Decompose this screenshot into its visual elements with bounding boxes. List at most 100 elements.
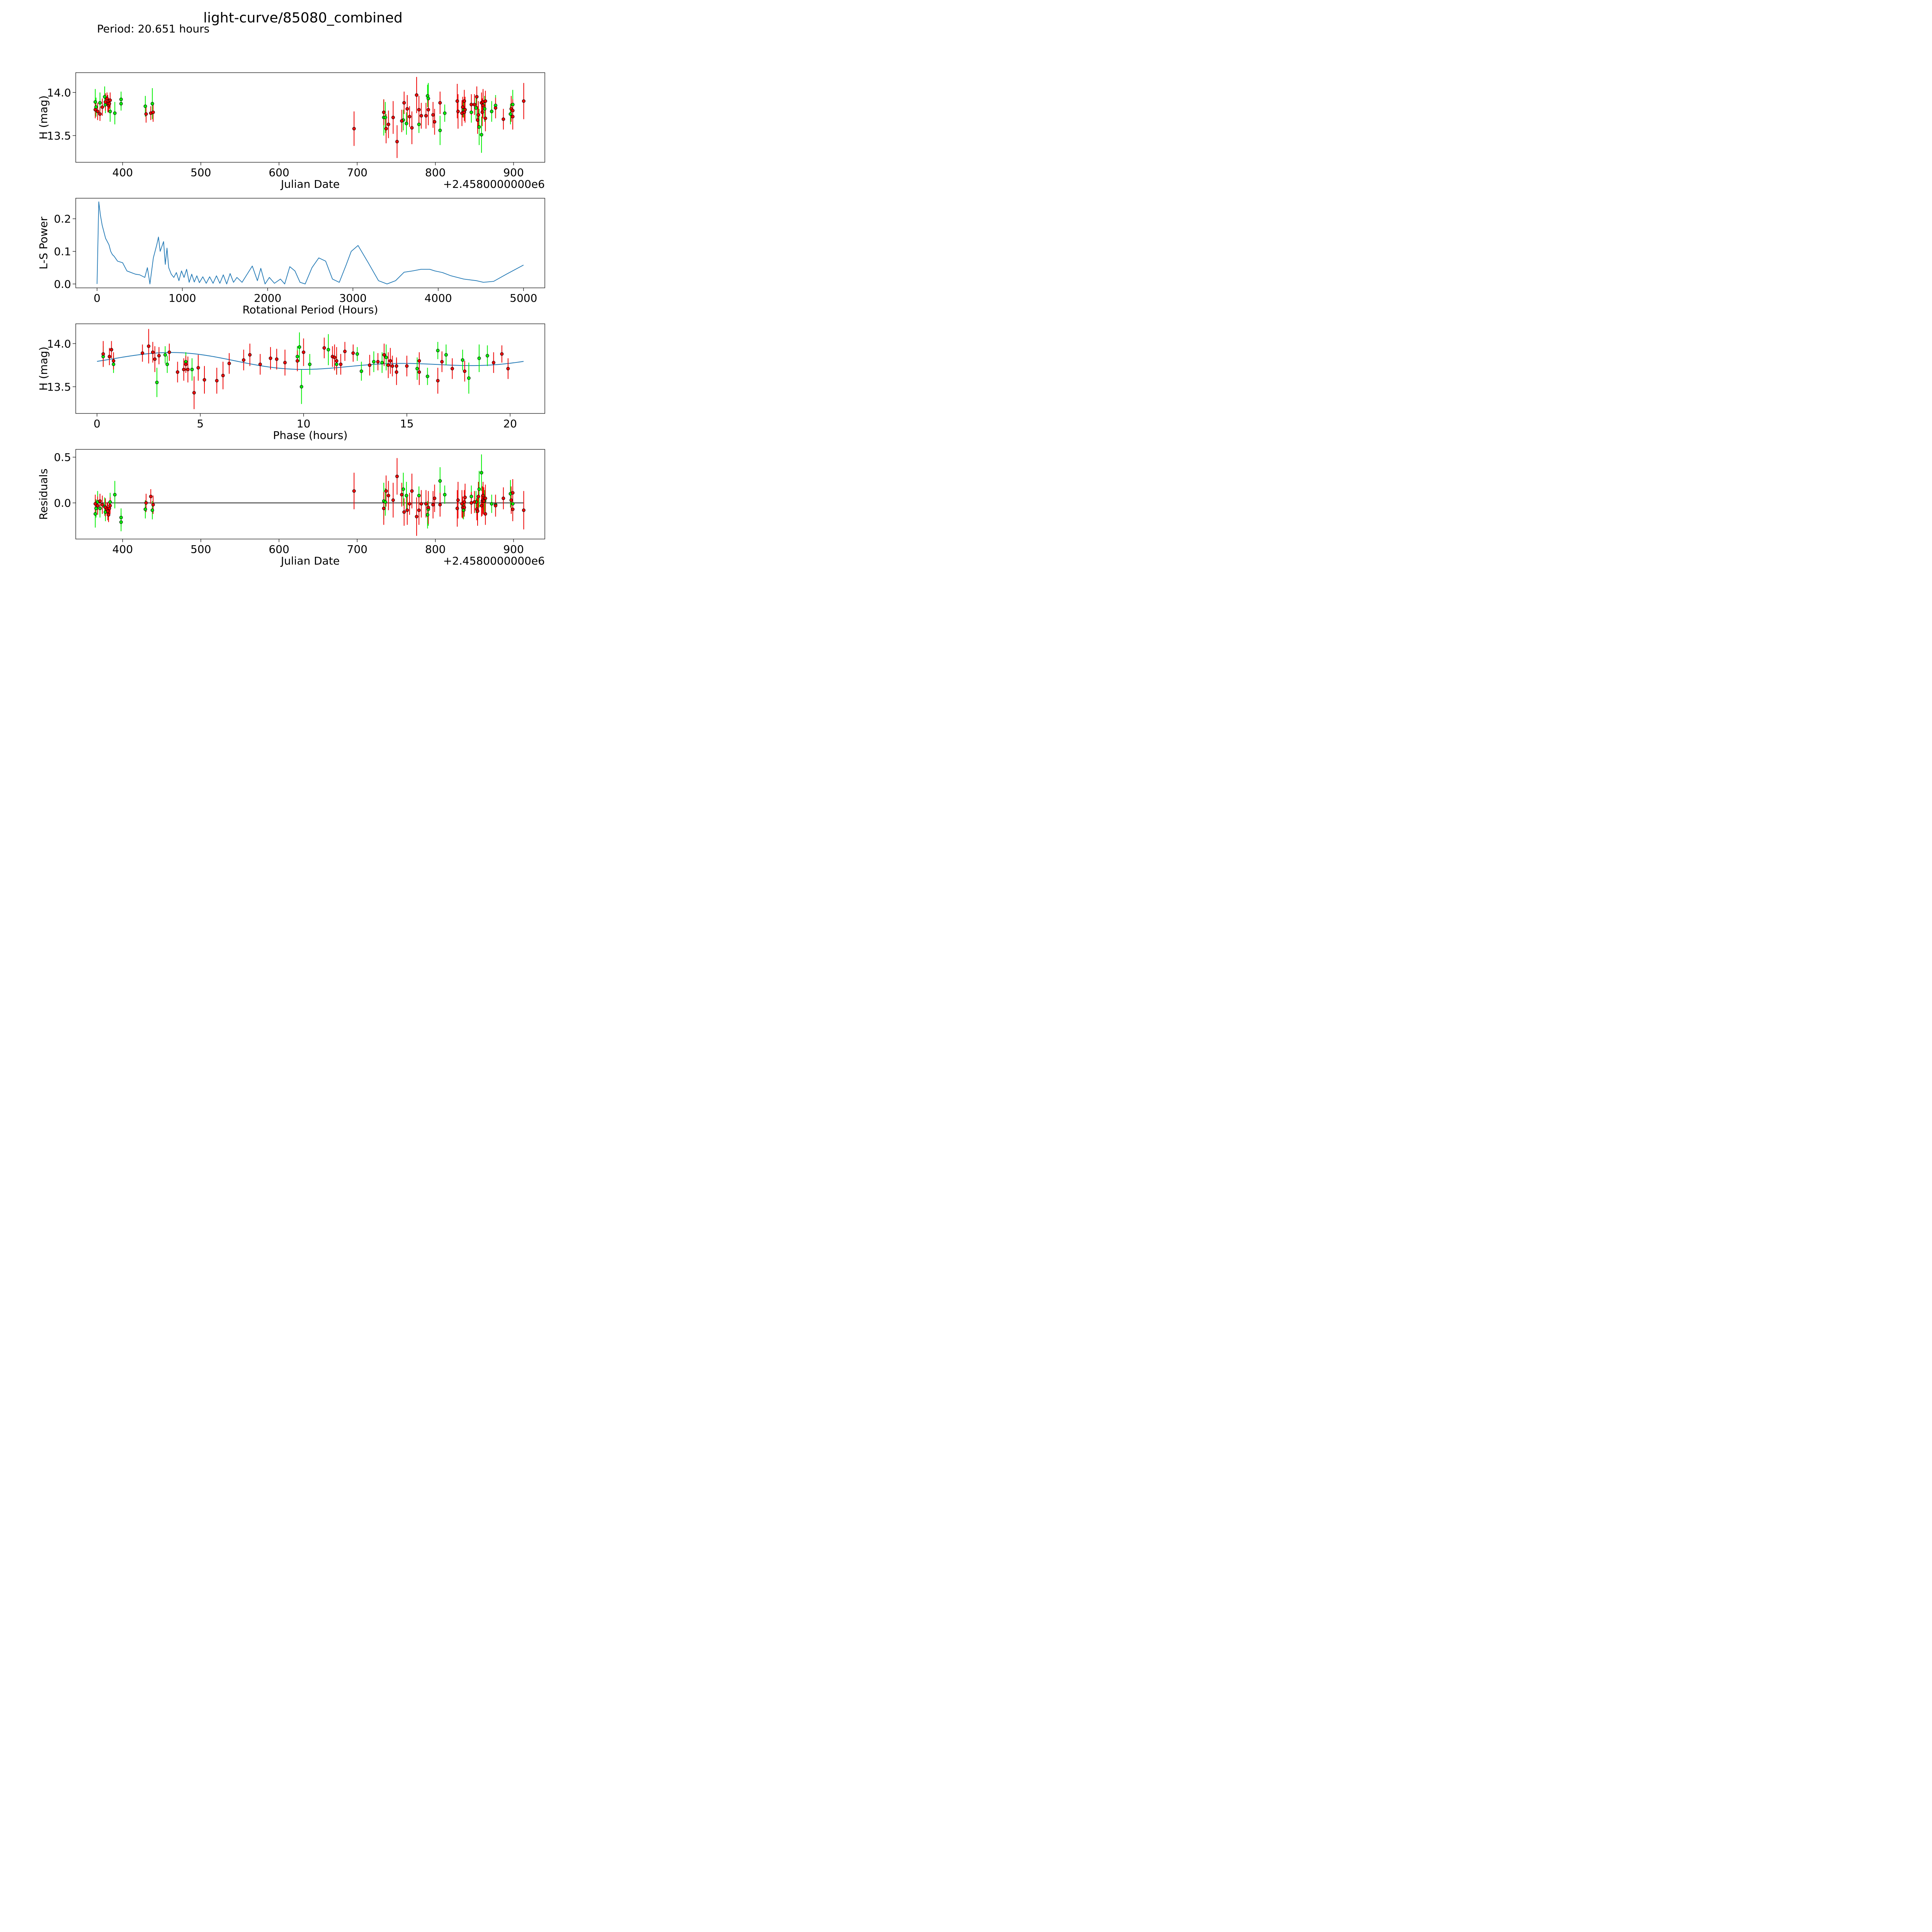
red-data-point	[405, 364, 409, 368]
green-data-point	[405, 494, 408, 498]
green-data-point	[461, 358, 464, 362]
green-data-point	[444, 353, 448, 357]
red-data-point	[494, 106, 498, 110]
periodogram-panel: 0 1000 2000 3000 4000 5000 0.0 0.1 0.2 Rotational…	[37, 198, 545, 316]
plot-frame	[75, 323, 545, 414]
figure-subtitle: Period: 20.651 hours	[97, 22, 209, 35]
green-data-point	[119, 102, 123, 105]
x-tick-label: 1000	[168, 292, 196, 304]
green-data-point	[511, 103, 515, 107]
red-data-point	[151, 111, 155, 114]
green-data-point	[467, 376, 471, 380]
red-data-point	[258, 362, 262, 366]
red-data-point	[424, 502, 428, 506]
red-data-point	[402, 101, 406, 105]
red-data-point	[476, 113, 480, 117]
green-data-point	[113, 111, 117, 115]
green-data-point	[119, 97, 123, 101]
red-data-point	[108, 98, 112, 102]
red-data-point	[436, 379, 440, 383]
x-tick-label: 0	[94, 292, 100, 304]
red-data-point	[502, 117, 505, 121]
red-data-point	[339, 362, 343, 366]
plot-area	[97, 201, 524, 284]
green-data-point	[477, 487, 481, 491]
red-data-point	[149, 495, 153, 498]
red-data-point	[522, 99, 526, 103]
red-data-point	[386, 122, 390, 126]
y-tick-label: 0.5	[54, 451, 71, 464]
x-tick-label: 900	[503, 543, 524, 556]
green-data-point	[469, 495, 473, 498]
red-data-point	[483, 116, 487, 120]
red-data-point	[483, 497, 487, 500]
y-tick-label: 0.1	[54, 245, 71, 258]
red-data-point	[101, 352, 105, 356]
red-data-point	[151, 503, 155, 507]
red-data-point	[100, 105, 104, 109]
red-data-point	[104, 100, 107, 104]
plot-area	[94, 77, 526, 158]
red-data-point	[343, 349, 347, 353]
green-data-point	[103, 95, 107, 99]
x-tick-label: 700	[347, 543, 367, 556]
green-data-point	[372, 360, 376, 364]
red-data-point	[476, 495, 480, 498]
red-data-point	[395, 370, 398, 374]
green-data-point	[308, 362, 312, 366]
red-data-point	[502, 497, 505, 500]
red-data-point	[391, 116, 395, 119]
plot-area	[97, 329, 524, 409]
red-data-point	[410, 489, 414, 493]
y-axis-label: H (mag)	[37, 347, 50, 391]
red-data-point	[500, 352, 504, 356]
green-data-point	[327, 348, 330, 352]
red-data-point	[96, 109, 100, 113]
red-data-point	[461, 105, 465, 109]
red-data-point	[483, 512, 487, 516]
red-data-point	[94, 502, 97, 506]
red-data-point	[417, 508, 421, 512]
red-data-point	[419, 114, 423, 118]
red-data-point	[463, 369, 467, 373]
red-data-point	[427, 108, 430, 112]
red-data-point	[440, 360, 444, 364]
red-data-point	[511, 507, 515, 511]
green-data-point	[443, 493, 447, 497]
red-data-point	[184, 362, 188, 366]
light-curve-panel: 400 500 600 700 800 900 13.5 14.0 Julian Date H (…	[37, 72, 545, 190]
red-data-point	[376, 360, 380, 364]
green-data-point	[511, 502, 515, 506]
green-data-point	[438, 479, 442, 483]
x-tick-label: 10	[297, 417, 311, 430]
red-data-point	[390, 364, 394, 368]
green-data-point	[417, 122, 421, 126]
red-data-point	[391, 498, 395, 502]
red-data-point	[335, 359, 338, 363]
red-data-point	[352, 489, 356, 493]
green-data-point	[163, 353, 167, 357]
red-data-point	[382, 507, 386, 510]
red-data-point	[451, 367, 454, 371]
y-tick-label: 0.0	[54, 278, 71, 291]
x-tick-label: 500	[190, 543, 211, 556]
red-data-point	[473, 500, 476, 504]
green-data-point	[490, 502, 493, 506]
red-data-point	[192, 391, 196, 395]
x-axis-label: Julian Date	[280, 178, 340, 190]
red-data-point	[368, 363, 372, 367]
red-data-point	[469, 501, 473, 505]
red-data-point	[419, 502, 423, 506]
red-data-point	[511, 115, 515, 119]
y-axis-label: Residuals	[37, 469, 50, 520]
green-data-point	[383, 500, 387, 504]
green-data-point	[483, 107, 486, 111]
red-data-point	[100, 503, 104, 507]
green-data-point	[480, 471, 483, 474]
plot-area	[94, 454, 526, 536]
green-data-point	[119, 515, 123, 519]
red-data-point	[215, 379, 219, 383]
red-data-point	[242, 358, 246, 362]
y-axis-label: L-S Power	[37, 216, 50, 269]
green-data-point	[380, 361, 384, 364]
